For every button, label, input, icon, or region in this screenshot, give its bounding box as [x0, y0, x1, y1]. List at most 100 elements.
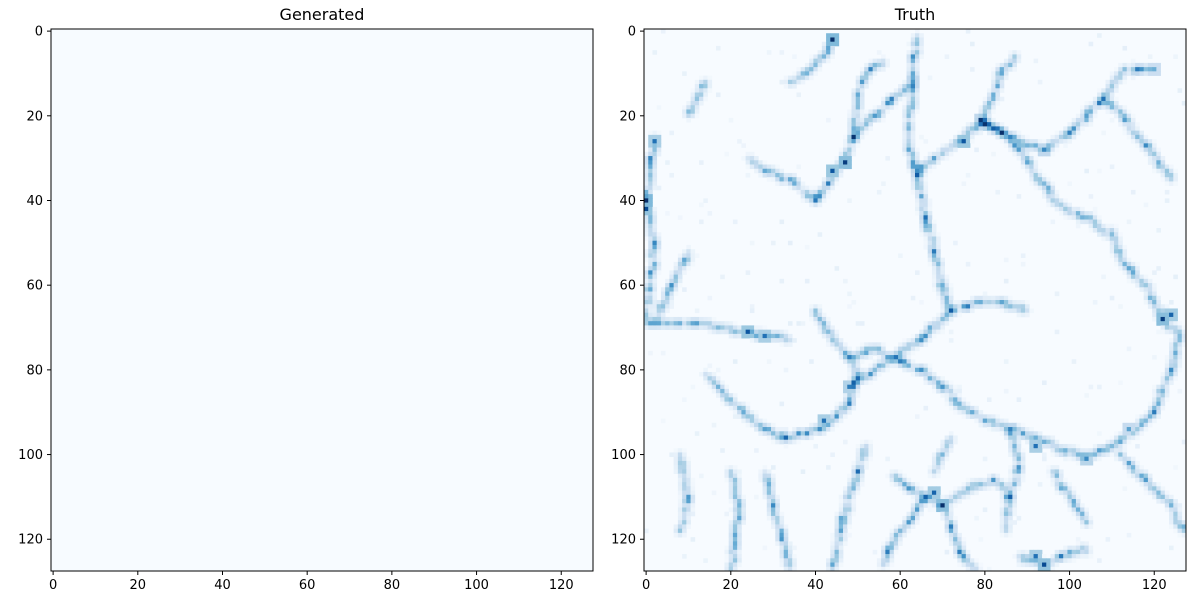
heatmap-cell	[1147, 156, 1153, 161]
heatmap-cell	[970, 295, 975, 301]
heatmap-cell	[754, 418, 759, 424]
heatmap-cell	[1025, 134, 1030, 140]
heatmap-cell	[1152, 490, 1157, 496]
heatmap-cell	[1097, 96, 1102, 102]
heatmap-cell	[868, 350, 873, 356]
heatmap-cell	[991, 477, 996, 483]
heatmap-cell	[1169, 312, 1174, 318]
heatmap-cell	[851, 507, 857, 513]
heatmap-cell	[991, 109, 996, 115]
heatmap-cell	[1139, 139, 1144, 144]
heatmap-cell	[1164, 329, 1170, 335]
heatmap-cell	[809, 359, 814, 364]
heatmap-cell	[902, 367, 907, 373]
heatmap-cell	[690, 92, 696, 98]
heatmap-cell	[919, 45, 924, 51]
heatmap-cell	[931, 244, 937, 250]
heatmap-cell	[991, 84, 996, 89]
heatmap-cell	[868, 363, 873, 369]
heatmap-cell	[957, 143, 962, 148]
heatmap-cell	[1012, 473, 1017, 479]
heatmap-cell	[724, 562, 730, 568]
heatmap-cell	[1152, 393, 1157, 398]
heatmap-cell	[732, 566, 738, 572]
heatmap-cell	[1101, 100, 1106, 106]
heatmap-cell	[830, 545, 835, 551]
heatmap-cell	[1173, 338, 1178, 343]
panel-title-generated: Generated	[280, 5, 365, 24]
heatmap-cell	[792, 435, 797, 441]
heatmap-cell	[1042, 439, 1047, 445]
heatmap-cell	[936, 490, 941, 496]
heatmap-cell	[694, 321, 700, 326]
heatmap-cell	[1003, 477, 1009, 483]
heatmap-cell	[644, 168, 649, 174]
heatmap-cell	[1105, 109, 1111, 115]
heatmap-cell	[868, 456, 873, 462]
heatmap-cell	[779, 562, 785, 568]
heatmap-cell	[927, 333, 933, 339]
heatmap-cell	[843, 490, 848, 496]
heatmap-cell	[1147, 71, 1153, 76]
heatmap-cell	[826, 185, 831, 191]
heatmap-cell	[1109, 232, 1115, 237]
heatmap-cell	[851, 477, 857, 483]
heatmap-cell	[931, 325, 937, 330]
heatmap-cell	[927, 507, 933, 513]
heatmap-cell	[910, 79, 916, 85]
heatmap-cell	[682, 465, 687, 470]
heatmap-cell	[1020, 477, 1026, 483]
heatmap-cell	[923, 240, 929, 246]
heatmap-cell	[652, 156, 658, 161]
heatmap-cell	[703, 325, 708, 330]
heatmap-cell	[944, 393, 950, 398]
heatmap-cell	[787, 554, 793, 559]
heatmap-cell	[940, 443, 945, 449]
heatmap-cell	[948, 143, 954, 148]
x-tick-label: 120	[549, 578, 574, 593]
heatmap-cell	[737, 139, 742, 144]
heatmap-cell	[978, 105, 984, 110]
heatmap-cell	[982, 109, 988, 115]
heatmap-cell	[737, 541, 742, 546]
heatmap-cell	[944, 54, 950, 59]
heatmap-cell	[1173, 329, 1178, 335]
heatmap-cell	[927, 380, 933, 386]
heatmap-cell	[851, 371, 857, 377]
heatmap-cell	[855, 79, 861, 85]
heatmap-cell	[1063, 477, 1068, 483]
heatmap-cell	[648, 130, 653, 136]
heatmap-cell	[707, 325, 713, 330]
heatmap-cell	[732, 477, 738, 483]
heatmap-cell	[1173, 359, 1178, 364]
heatmap-cell	[838, 156, 844, 161]
heatmap-cell	[970, 139, 975, 144]
heatmap-cell	[999, 75, 1005, 81]
heatmap-cell	[1130, 113, 1136, 119]
heatmap-cell	[902, 92, 907, 98]
heatmap-cell	[1025, 151, 1030, 157]
heatmap-cell	[931, 266, 937, 271]
heatmap-cell	[834, 532, 840, 538]
heatmap-cell	[648, 194, 653, 199]
heatmap-cell	[1135, 143, 1140, 148]
heatmap-cell	[902, 515, 907, 521]
heatmap-cell	[1080, 113, 1085, 119]
heatmap-cell	[982, 126, 988, 131]
heatmap-cell	[652, 151, 658, 157]
heatmap-cell	[1029, 554, 1034, 559]
heatmap-cell	[927, 198, 933, 203]
axes-frame-truth	[643, 28, 1187, 572]
heatmap-cell	[652, 215, 658, 220]
heatmap-cell	[986, 113, 992, 119]
heatmap-cell	[779, 177, 785, 182]
heatmap-cell	[1050, 452, 1056, 458]
heatmap-cell	[843, 414, 848, 419]
heatmap-cell	[1084, 109, 1089, 115]
heatmap-cell	[885, 566, 890, 572]
heatmap-cell	[1012, 300, 1017, 305]
heatmap-cell	[986, 109, 992, 115]
heatmap-cell	[648, 139, 653, 144]
heatmap-cell	[1173, 168, 1178, 174]
heatmap-cell	[919, 164, 924, 170]
